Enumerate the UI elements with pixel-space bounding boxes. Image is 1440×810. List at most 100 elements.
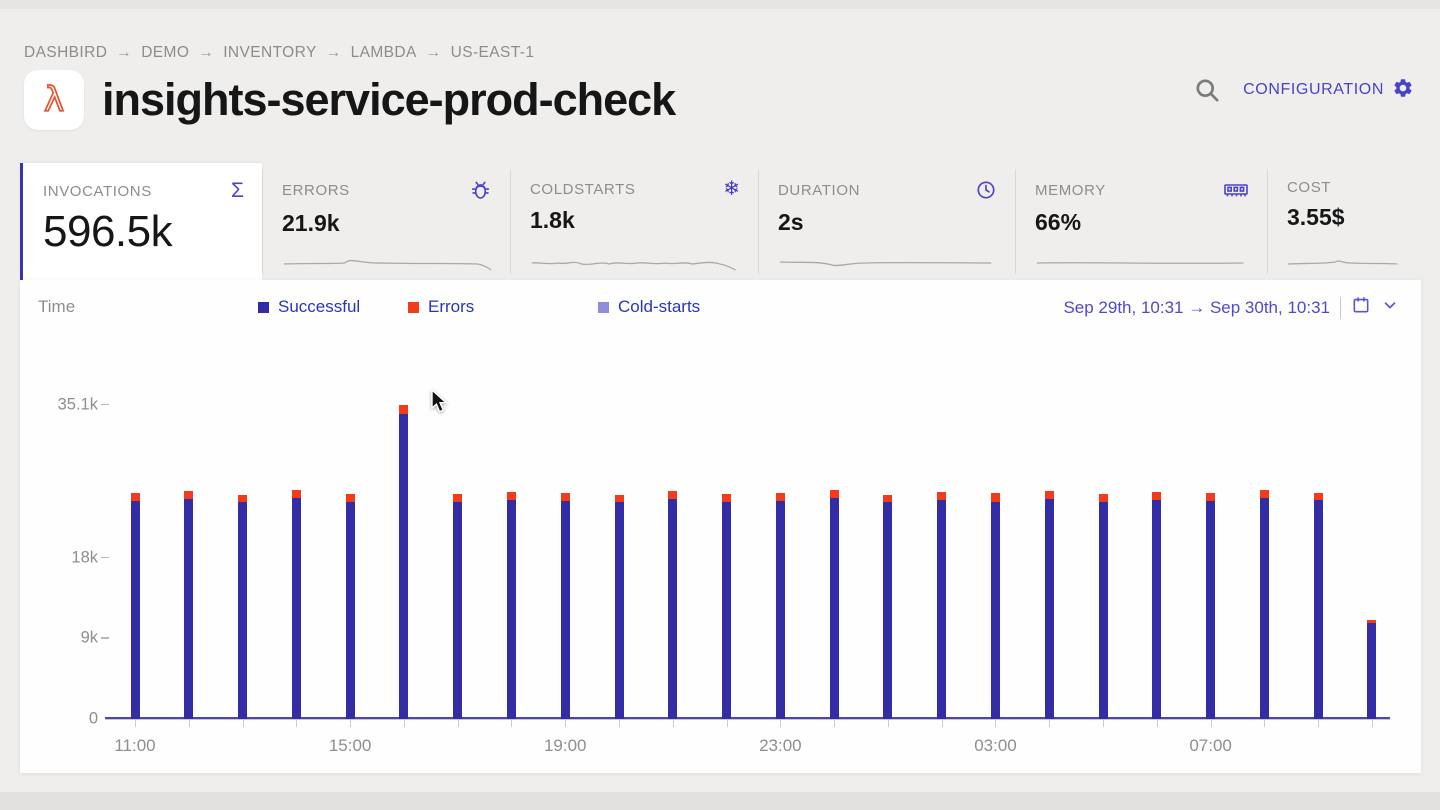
page-title: insights-service-prod-check [102,74,676,125]
metric-tab-label: MEMORY [1035,181,1106,199]
bar-errors-segment [937,491,947,500]
breadcrumb-item-lambda[interactable]: LAMBDA [350,44,417,61]
breadcrumb-separator: → [198,44,215,61]
bar-successful-segment [722,501,732,719]
bar-07:00[interactable] [1206,493,1216,719]
date-range-picker[interactable]: Sep 29th, 10:31 → Sep 30th, 10:31 [1063,295,1399,320]
metric-tabs: INVOCATIONS Σ 596.5k ERRORS 21.9k COLDSTARTS ❄… [20,163,1421,280]
x-axis-tick-label: 23:00 [759,736,802,755]
bar-19:00[interactable] [560,492,570,719]
bar-errors-segment [1259,489,1269,498]
metric-tab-memory[interactable]: MEMORY 66% [1015,163,1267,280]
bar-10:00[interactable] [1367,619,1377,719]
bar-successful-segment [130,500,140,719]
bar-errors-segment [345,494,355,502]
bar-successful-segment [291,497,301,719]
x-axis-tick [619,720,621,727]
chart-legend-row: Time Successful Errors Cold-starts Sep 29t… [20,294,1421,320]
metric-tab-coldstarts[interactable]: COLDSTARTS ❄ 1.8k [510,163,758,280]
bar-errors-segment [506,491,516,500]
bar-01:00[interactable] [883,495,893,719]
x-axis-tick [565,720,567,727]
bar-02:00[interactable] [937,491,947,719]
calendar-icon[interactable] [1351,295,1371,320]
bar-20:00[interactable] [614,495,624,719]
bar-06:00[interactable] [1152,491,1162,719]
x-axis-tick [1264,720,1266,727]
bar-09:00[interactable] [1313,492,1323,719]
breadcrumb-separator: → [425,44,442,61]
bar-errors-segment [990,493,1000,502]
bar-successful-segment [345,501,355,719]
snowflake-icon: ❄ [723,178,740,200]
bar-errors-segment [1313,492,1323,500]
bar-errors-segment [184,490,194,499]
bar-14:00[interactable] [291,489,301,719]
bar-05:00[interactable] [1098,494,1108,719]
bar-13:00[interactable] [238,495,248,719]
bar-17:00[interactable] [453,494,463,719]
breadcrumb-item-demo[interactable]: DEMO [141,44,190,61]
bar-successful-segment [1206,500,1216,719]
metric-tab-value: 3.55$ [1287,204,1345,230]
breadcrumb-separator: → [325,44,342,61]
bar-12:00[interactable] [184,490,194,719]
search-icon[interactable] [1194,77,1221,104]
chevron-down-icon[interactable] [1381,296,1399,319]
bar-04:00[interactable] [1044,490,1054,719]
configuration-link[interactable]: CONFIGURATION [1243,77,1414,104]
bar-15:00[interactable] [345,494,355,719]
legend-item-errors[interactable]: Errors [408,297,474,317]
bar-16:00[interactable] [399,404,409,719]
bar-errors-segment [829,489,839,498]
metric-tab-duration[interactable]: DURATION 2s [758,163,1015,280]
bar-successful-segment [560,500,570,719]
metric-sparkline [1035,248,1251,272]
bar-errors-segment [399,404,409,414]
date-range-text[interactable]: Sep 29th, 10:31 → Sep 30th, 10:31 [1063,297,1330,317]
bar-errors-segment [130,493,140,501]
bar-11:00[interactable] [130,493,140,719]
configuration-label: CONFIGURATION [1243,81,1384,98]
metric-sparkline [282,248,494,272]
breadcrumb-separator: → [116,44,133,61]
bar-00:00[interactable] [829,489,839,719]
clock-icon [975,179,997,201]
bar-successful-segment [883,502,893,719]
bar-errors-segment [291,489,301,498]
bar-23:00[interactable] [775,492,785,719]
bar-errors-segment [1098,494,1108,502]
x-axis-tick-label: 19:00 [543,736,587,755]
bar-successful-segment [399,413,409,719]
x-axis-tick [511,720,513,727]
breadcrumb-item-dashbird[interactable]: DASHBIRD [24,44,108,61]
bar-08:00[interactable] [1259,489,1269,719]
bar-errors-segment [775,492,785,501]
bar-successful-segment [990,501,1000,719]
metric-tab-label: INVOCATIONS [43,182,152,200]
legend-item-successful[interactable]: Successful [258,297,360,317]
bar-successful-segment [1313,499,1323,719]
metric-tab-invocations[interactable]: INVOCATIONS Σ 596.5k [20,163,262,280]
metric-tab-cost[interactable]: COST 3.55$ [1267,163,1421,280]
gear-icon[interactable] [1392,77,1414,104]
bar-successful-segment [1152,499,1162,719]
bar-22:00[interactable] [722,494,732,719]
x-axis-tick [726,720,728,727]
y-axis-tick [101,403,109,406]
svg-text:λ: λ [44,80,64,120]
metric-tab-errors[interactable]: ERRORS 21.9k [262,163,510,280]
x-axis-tick [1318,720,1320,727]
bar-21:00[interactable] [668,490,678,719]
breadcrumb-item-inventory[interactable]: INVENTORY [223,44,317,61]
x-axis-tick-label: 03:00 [974,736,1017,755]
bar-errors-segment [238,495,248,503]
bar-18:00[interactable] [506,491,516,719]
bar-03:00[interactable] [990,493,1000,719]
legend-label: Errors [428,297,475,316]
breadcrumb-item-us-east-1[interactable]: US-EAST-1 [450,44,535,61]
legend-swatch [258,301,269,313]
legend-item-cold-starts[interactable]: Cold-starts [598,297,700,317]
bug-icon [469,179,492,202]
bar-successful-segment [668,498,678,719]
